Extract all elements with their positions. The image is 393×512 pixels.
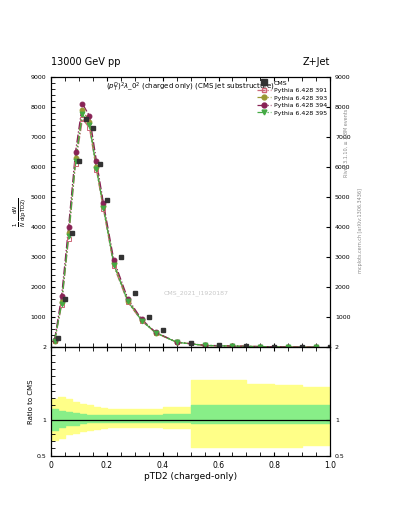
Text: CMS_2021_I1920187: CMS_2021_I1920187 — [164, 290, 229, 296]
X-axis label: pTD2 (charged-only): pTD2 (charged-only) — [144, 472, 237, 481]
Text: 13000 GeV pp: 13000 GeV pp — [51, 56, 121, 67]
Legend: CMS, Pythia 6.428 391, Pythia 6.428 393, Pythia 6.428 394, Pythia 6.428 395: CMS, Pythia 6.428 391, Pythia 6.428 393,… — [256, 79, 328, 117]
Y-axis label: Ratio to CMS: Ratio to CMS — [28, 379, 34, 424]
Text: Rivet 3.1.10, ≥ 2.8M events: Rivet 3.1.10, ≥ 2.8M events — [344, 109, 349, 178]
Text: Z+Jet: Z+Jet — [303, 56, 330, 67]
Y-axis label: $\frac{1}{N}\,\frac{\mathrm{d}N}{\mathrm{d}(\mathrm{pTD2})}$: $\frac{1}{N}\,\frac{\mathrm{d}N}{\mathrm… — [11, 197, 28, 227]
Text: $(p_T^D)^2\lambda\_0^2$ (charged only) (CMS jet substructure): $(p_T^D)^2\lambda\_0^2$ (charged only) (… — [106, 81, 275, 94]
Text: mcplots.cern.ch [arXiv:1306.3436]: mcplots.cern.ch [arXiv:1306.3436] — [358, 188, 363, 273]
